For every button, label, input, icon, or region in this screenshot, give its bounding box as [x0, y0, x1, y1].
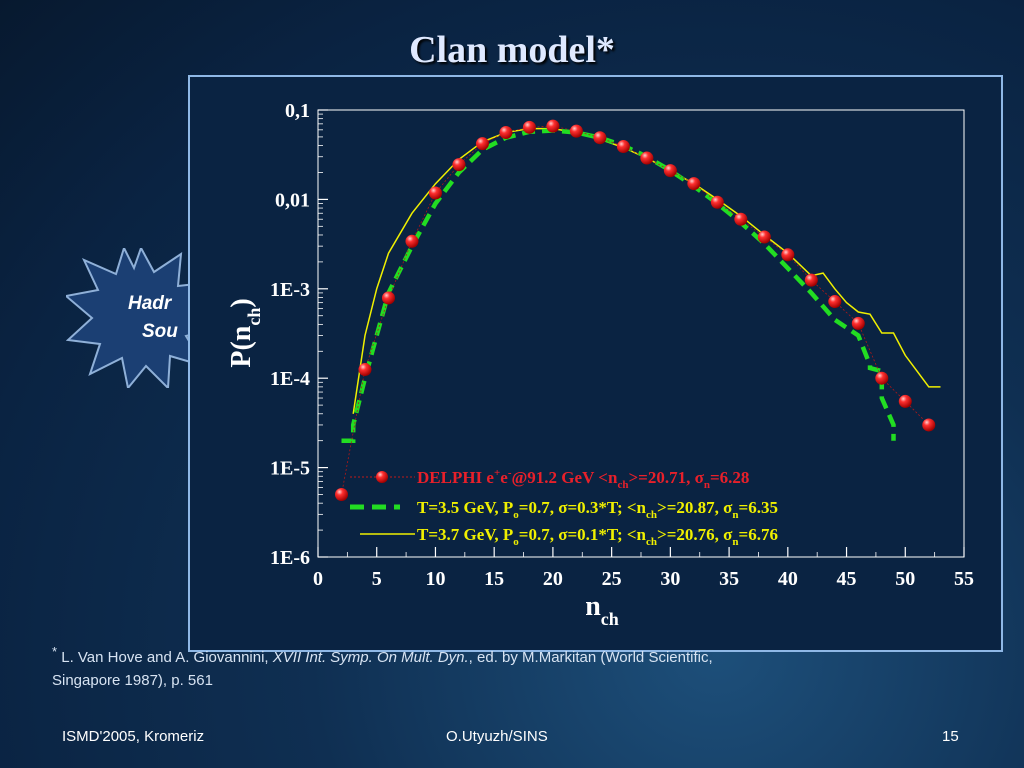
footnote-marker: *: [52, 644, 58, 659]
legend-item-t37: T=3.7 GeV, Po=0.7, σ=0.1*T; <nch>=20.76,…: [360, 525, 778, 548]
footnote-text-d: Singapore 1987), p. 561: [52, 672, 213, 689]
series-line-delphi: [341, 125, 930, 495]
svg-text:T=3.7 GeV, Po=0.7, σ=0.1*T; <n: T=3.7 GeV, Po=0.7, σ=0.1*T; <nch>=20.76,…: [417, 525, 778, 548]
data-point-delphi: [405, 234, 419, 248]
starburst-line-1: Hadr: [128, 293, 172, 314]
data-point-delphi: [687, 177, 701, 191]
data-point-delphi: [593, 131, 607, 145]
data-point-delphi: [475, 137, 489, 151]
data-point-delphi: [616, 140, 630, 154]
data-point-delphi: [804, 273, 818, 287]
legend-marker-delphi: [376, 471, 388, 483]
x-axis-label: nch: [585, 591, 619, 629]
x-tick-label: 5: [372, 568, 382, 590]
data-point-delphi: [499, 126, 513, 140]
x-tick-label: 20: [543, 568, 563, 590]
x-tick-label: 15: [484, 568, 504, 590]
data-point-delphi: [851, 316, 865, 330]
data-point-delphi: [640, 151, 654, 165]
x-tick-label: 40: [778, 568, 798, 590]
data-point-delphi: [428, 186, 442, 200]
plot-area: [317, 109, 965, 558]
legend-item-delphi: DELPHI e+e-@91.2 GeV <nch>=20.71, σn=6.2…: [350, 467, 749, 491]
footer-page-number: 15: [942, 728, 959, 745]
data-point-delphi: [569, 124, 583, 138]
footnote-text-c: , ed. by M.Markitan (World Scientific,: [468, 649, 713, 666]
x-tick-label: 0: [313, 568, 323, 590]
footer-center: O.Utyuzh/SINS: [446, 728, 548, 745]
chart-frame: 0,1 0,01 1E-3 1E-4 1E-5 1E-6 0 5 10 15 20 25 30 35 40…: [188, 75, 1003, 652]
footnote-text-a: L. Van Hove and A. Giovannini,: [57, 649, 273, 666]
svg-text:T=3.5 GeV, Po=0.7, σ=0.3*T; <n: T=3.5 GeV, Po=0.7, σ=0.3*T; <nch>=20.87,…: [417, 498, 778, 521]
y-tick-label: 0,01: [275, 189, 310, 211]
data-point-delphi: [710, 195, 724, 209]
slide-title: Clan model*: [409, 29, 615, 71]
x-tick-label: 50: [895, 568, 915, 590]
legend: DELPHI e+e-@91.2 GeV <nch>=20.71, σn=6.2…: [350, 467, 778, 548]
series-line-t37: [352, 127, 941, 414]
data-point-delphi: [734, 212, 748, 226]
data-point-delphi: [781, 248, 795, 262]
x-tick-label: 25: [602, 568, 622, 590]
y-tick-label: 0,1: [285, 100, 310, 122]
data-point-delphi: [922, 418, 936, 432]
x-tick-label: 30: [660, 568, 680, 590]
svg-text:DELPHI e+e-@91.2 GeV <nch>=20.: DELPHI e+e-@91.2 GeV <nch>=20.71, σn=6.2…: [417, 467, 749, 491]
starburst-text: Hadr Sou: [128, 290, 208, 346]
y-tick-label: 1E-4: [270, 368, 310, 390]
legend-item-t35: T=3.5 GeV, Po=0.7, σ=0.3*T; <nch>=20.87,…: [350, 498, 778, 521]
starburst-line-2: Sou: [142, 321, 178, 342]
series-line-t35: [341, 128, 896, 443]
data-point-delphi: [358, 363, 372, 377]
data-point-delphi: [522, 120, 536, 134]
data-point-delphi: [546, 119, 560, 133]
y-tick-label: 1E-6: [270, 547, 310, 569]
x-tick-label: 55: [954, 568, 974, 590]
y-tick-label: 1E-3: [270, 279, 310, 301]
x-tick-label: 10: [425, 568, 445, 590]
data-point-delphi: [875, 371, 889, 385]
data-point-delphi: [452, 158, 466, 172]
data-point-delphi: [663, 164, 677, 178]
chart: 0,1 0,01 1E-3 1E-4 1E-5 1E-6 0 5 10 15 20 25 30 35 40…: [226, 100, 974, 629]
footer-left: ISMD'2005, Kromeriz: [62, 728, 205, 745]
data-point-delphi: [898, 394, 912, 408]
x-tick-label: 45: [837, 568, 857, 590]
data-point-delphi: [381, 291, 395, 305]
data-point-delphi: [757, 230, 771, 244]
x-tick-label: 35: [719, 568, 739, 590]
y-tick-label: 1E-5: [270, 458, 310, 480]
footnote-text-b: XVII Int. Symp. On Mult. Dyn.: [272, 649, 469, 666]
data-point-delphi: [828, 295, 842, 309]
data-point-delphi: [334, 488, 348, 502]
footnote: * L. Van Hove and A. Giovannini, XVII In…: [52, 640, 972, 692]
y-axis-label: P(nch): [226, 298, 264, 367]
